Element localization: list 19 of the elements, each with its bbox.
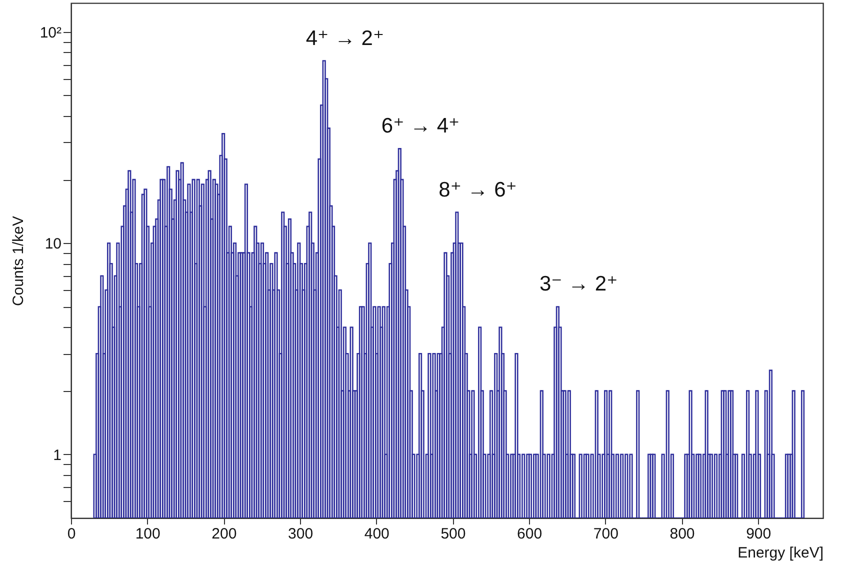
- x-tick-label: 400: [364, 526, 390, 542]
- x-tick-label: 100: [135, 526, 160, 542]
- annotation: 3⁻ → 2⁺: [539, 272, 618, 296]
- annotation: 4⁺ → 2⁺: [306, 26, 384, 50]
- y-tick-label: 10: [44, 236, 62, 253]
- x-tick-label: 300: [288, 526, 314, 542]
- x-tick-label: 800: [670, 526, 695, 542]
- x-tick-label: 700: [593, 526, 618, 542]
- y-tick-label: 1: [53, 446, 62, 464]
- x-tick-label: 600: [517, 526, 542, 542]
- annotation: 6⁺ → 4⁺: [381, 114, 460, 138]
- x-axis-title: Energy [keV]: [738, 544, 824, 562]
- x-tick-label: 200: [212, 526, 237, 542]
- x-tick-label: 900: [746, 526, 772, 542]
- annotation: 8⁺ → 6⁺: [438, 178, 517, 202]
- y-axis-title: Counts 1/keV: [10, 216, 27, 306]
- y-tick-label: 10²: [40, 24, 62, 42]
- x-tick-label: 0: [67, 526, 76, 542]
- x-tick-label: 500: [440, 526, 466, 542]
